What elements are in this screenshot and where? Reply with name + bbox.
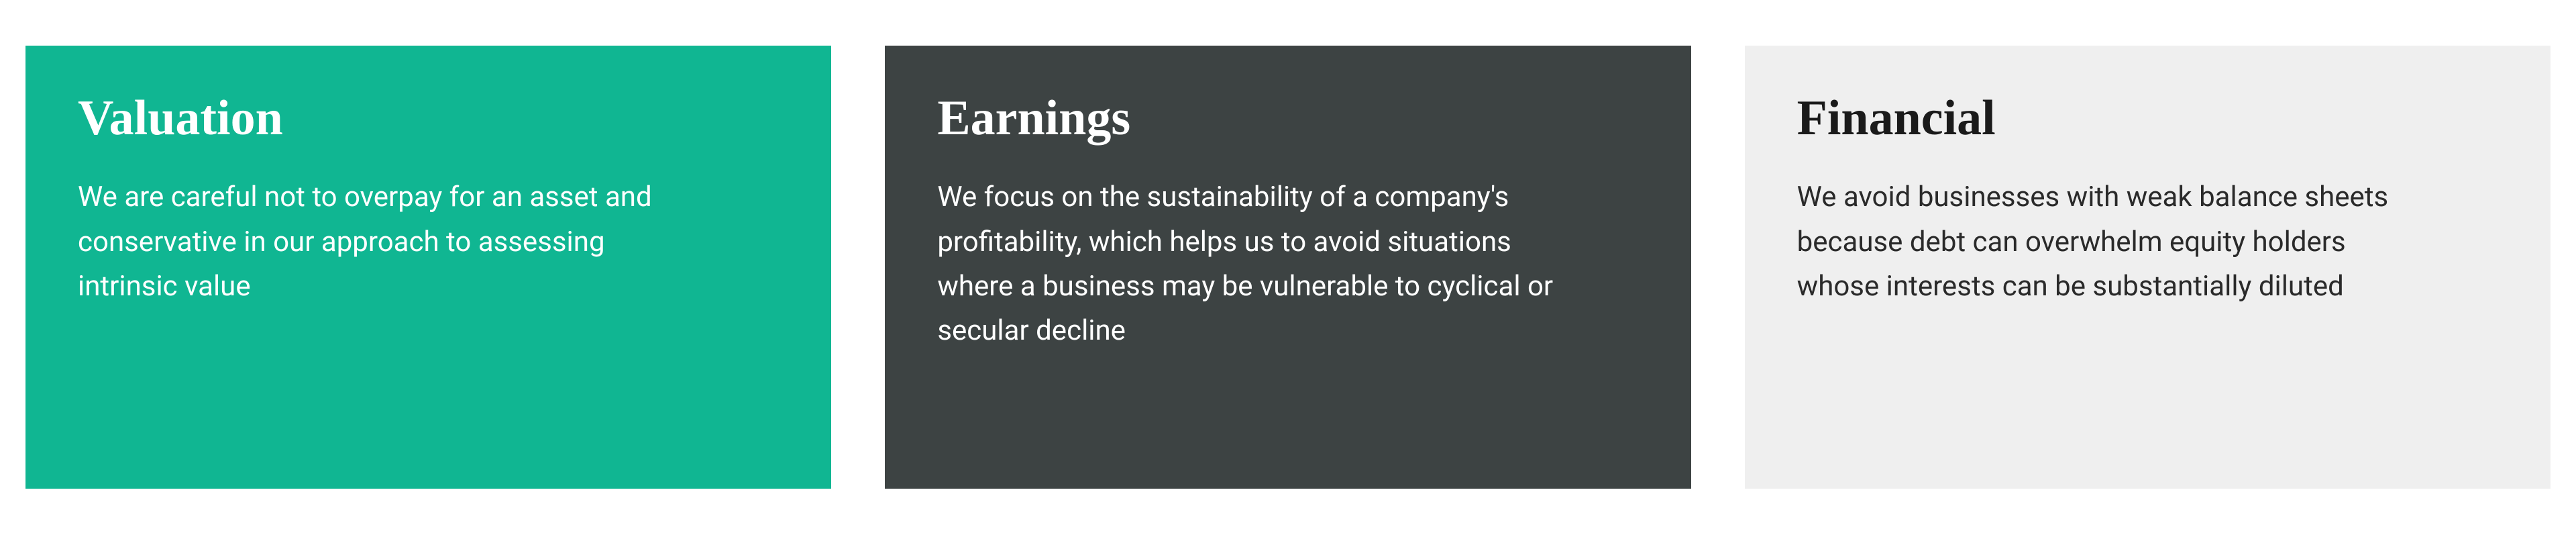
card-financial: Financial We avoid businesses with weak … — [1745, 46, 2551, 489]
card-title-earnings: Earnings — [937, 91, 1638, 146]
card-body-valuation: We are careful not to overpay for an ass… — [78, 175, 695, 309]
card-body-earnings: We focus on the sustainability of a comp… — [937, 175, 1554, 353]
card-valuation: Valuation We are careful not to overpay … — [25, 46, 831, 489]
card-title-financial: Financial — [1797, 91, 2498, 146]
card-body-financial: We avoid businesses with weak balance sh… — [1797, 175, 2414, 309]
card-earnings: Earnings We focus on the sustainability … — [885, 46, 1690, 489]
card-title-valuation: Valuation — [78, 91, 779, 146]
cards-row: Valuation We are careful not to overpay … — [0, 0, 2576, 534]
